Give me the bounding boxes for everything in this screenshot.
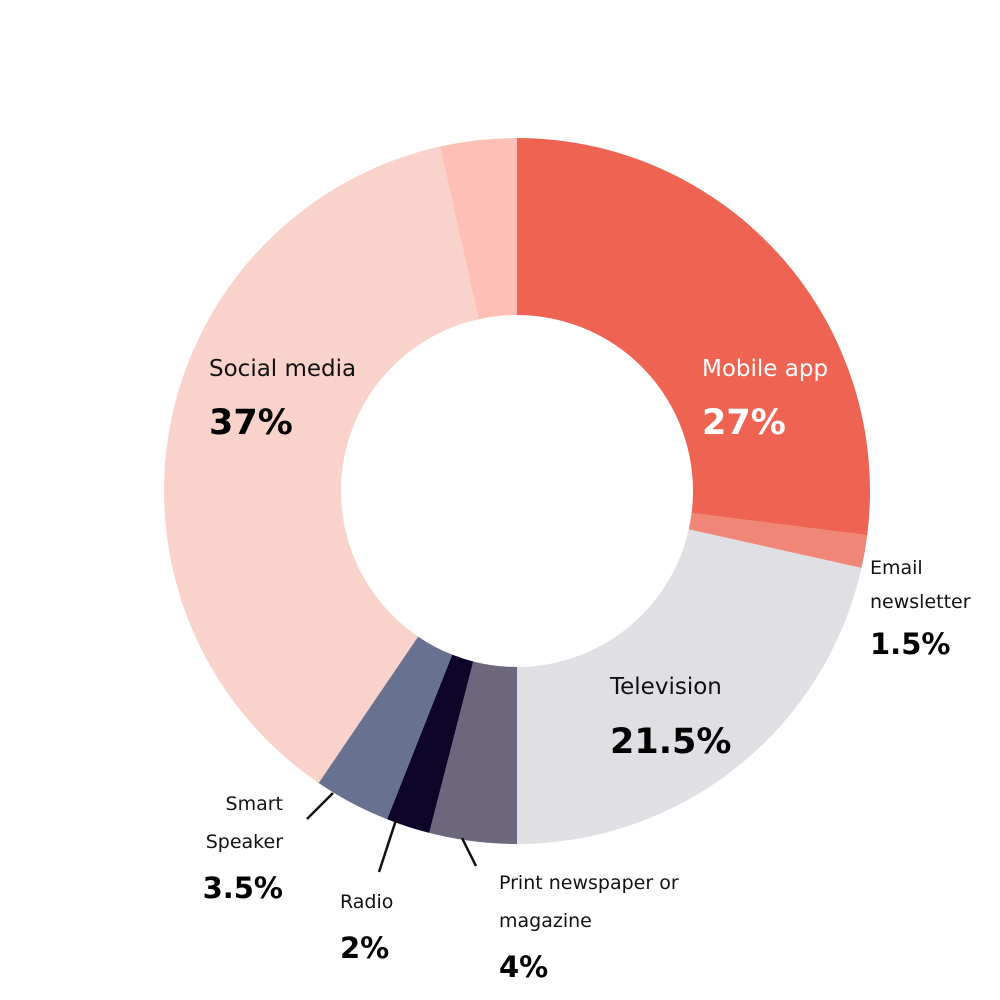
- email-newsletter-label-line2: newsletter: [870, 591, 971, 613]
- radio-leader: [377, 819, 398, 873]
- smart-speaker-value: 3.5%: [203, 871, 283, 905]
- smart-speaker-leader: [306, 792, 334, 820]
- smart-speaker-label-line1: Smart: [226, 793, 283, 815]
- television-value: 21.5%: [610, 722, 731, 762]
- print-value: 4%: [499, 950, 548, 984]
- social-media-label: Social media: [209, 356, 356, 382]
- slice-print-newspaper-or-magazine: [429, 661, 517, 844]
- print-leader: [460, 837, 478, 867]
- slice-email-newsletter: [688, 513, 868, 569]
- radio-value: 2%: [340, 931, 389, 965]
- donut-slices: [164, 138, 871, 844]
- print-label-line2: magazine: [499, 910, 592, 932]
- mobile-app-label: Mobile app: [702, 356, 828, 382]
- slice-smart-speaker: [318, 636, 453, 820]
- television-label: Television: [609, 674, 722, 700]
- email-newsletter-value: 1.5%: [870, 627, 950, 661]
- email-newsletter-label-line1: Email: [870, 557, 923, 579]
- radio-label: Radio: [340, 891, 393, 913]
- smart-speaker-label-line2: Speaker: [206, 831, 283, 853]
- slice-social-media: [164, 146, 479, 783]
- mobile-app-value: 27%: [702, 403, 786, 443]
- slice-unlabeled-7: [439, 138, 517, 320]
- print-label-line1: Print newspaper or: [499, 872, 679, 894]
- slice-television: [517, 529, 862, 844]
- slice-radio: [387, 654, 474, 833]
- slice-mobile-app: [517, 138, 871, 536]
- social-media-value: 37%: [209, 403, 293, 443]
